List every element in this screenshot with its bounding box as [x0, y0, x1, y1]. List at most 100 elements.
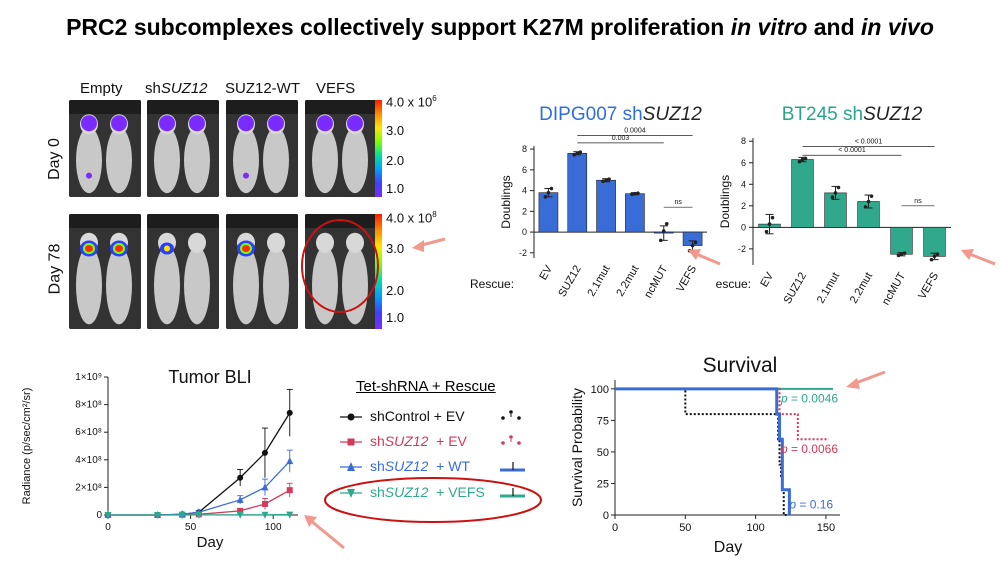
arrow-survival: [852, 370, 886, 386]
comparison-label: ns: [674, 199, 682, 206]
bli-title: Tumor BLI: [168, 367, 251, 387]
data-point: [546, 190, 551, 195]
x-tick-label: 2.1mut: [585, 264, 612, 299]
bar: [538, 192, 559, 233]
data-point: [800, 157, 805, 162]
legend-survival-glyph: [499, 458, 527, 479]
x-tick-label: VEFS: [674, 264, 699, 295]
scale-bar-top: [375, 100, 382, 197]
mouse-image: [69, 214, 141, 329]
y-tick-label: 2×10⁸: [75, 482, 102, 493]
arrow-head: [961, 249, 974, 260]
imaging-panel: [226, 214, 298, 329]
data-point: [797, 159, 802, 164]
title-part: in vivo: [861, 14, 934, 40]
imaging-panel: [69, 100, 141, 197]
y-tick-label: 2: [741, 201, 746, 211]
scale-top-1: 1.0: [386, 181, 405, 196]
marker-square: [261, 500, 268, 507]
imaging-col-suz12wt: SUZ12-WT: [225, 80, 300, 97]
panel-top-band: [305, 100, 377, 114]
rescue-label: Rescue:: [470, 277, 514, 291]
mouse-image: [69, 100, 141, 197]
imaging-panel: [226, 100, 298, 197]
mouse-body: [76, 127, 102, 194]
bar-chart-title: BT245 shSUZ12: [782, 104, 923, 125]
col-label: sh: [145, 80, 161, 97]
legend-text-italic: SUZ12: [384, 458, 429, 474]
survival-glyph-svg: [500, 488, 525, 498]
title-italic: SUZ12: [863, 104, 923, 125]
x-axis-label: Day: [197, 534, 224, 551]
panel-top-band: [147, 214, 219, 228]
signal-blob: [111, 115, 127, 132]
mouse-body: [263, 127, 289, 194]
data-point: [575, 151, 580, 156]
legend-text: sh: [370, 433, 385, 449]
signal-blob: [159, 115, 175, 132]
scale-text: 4.0 x 10: [386, 210, 433, 226]
y-tick-label: 4×10⁸: [75, 455, 102, 466]
marker-triangle-down: [261, 511, 269, 519]
marker-triangle: [261, 483, 269, 491]
legend-item: shControl + EV: [340, 408, 465, 424]
x-tick-label: 0: [105, 522, 111, 533]
page-title: PRC2 subcomplexes collectively support K…: [0, 14, 1000, 41]
y-tick-label: -2: [519, 248, 527, 258]
comparison-label: 0.0004: [624, 128, 646, 135]
legend-survival-glyph: [499, 484, 527, 505]
mouse-image: [147, 100, 219, 197]
title-part: and: [807, 14, 862, 40]
data-point: [664, 221, 669, 226]
p-symbol: p: [780, 392, 788, 406]
legend-text: + WT: [428, 458, 470, 474]
y-tick-label: 6: [741, 158, 746, 168]
title-pre: BT245 sh: [782, 104, 863, 125]
legend-triangle-down: [347, 489, 355, 499]
x-tick-label: 50: [185, 522, 197, 533]
data-point: [601, 179, 605, 184]
vefs-legend-highlight: [324, 477, 542, 523]
signal-blob-core: [85, 245, 93, 252]
data-point: [661, 229, 666, 233]
data-point: [902, 251, 907, 255]
data-point: [764, 229, 769, 234]
p-symbol: p: [780, 442, 788, 456]
bar: [625, 193, 645, 233]
y-axis-label: Doublings: [499, 175, 513, 228]
survival-chart: Survival 0 25 50 75 100 0 50 100 150 Day Survival P…: [569, 354, 886, 556]
mouse-body: [342, 127, 368, 194]
legend-label: shControl + EV: [370, 408, 465, 424]
p-value: = 0.16: [796, 498, 833, 512]
signal-blob-core: [164, 245, 170, 252]
imaging-col-empty: Empty: [80, 80, 123, 97]
scale-top-max: 4.0 x 106: [386, 94, 437, 109]
x-tick-label: 100: [746, 522, 764, 534]
x-tick-label: ncMUT: [642, 263, 670, 300]
x-tick-label: 2.1mut: [815, 271, 842, 306]
mouse-body: [233, 246, 259, 325]
y-tick-label: 25: [597, 478, 609, 490]
marker-circle: [237, 474, 244, 481]
scale-text: 4.0 x 10: [386, 94, 433, 110]
marker-triangle: [286, 457, 294, 465]
y-tick-label: 0: [741, 222, 746, 232]
mouse-body: [184, 127, 210, 194]
data-point: [578, 150, 583, 155]
bar: [596, 179, 616, 233]
data-point: [630, 192, 634, 197]
y-tick-label: 4: [522, 186, 527, 196]
data-point: [836, 185, 841, 190]
y-tick-label: 8: [522, 144, 527, 154]
data-point: [604, 178, 608, 183]
legend-marker: [340, 489, 362, 499]
imaging-panel: [147, 214, 219, 329]
legend-marker: [340, 462, 362, 472]
mouse-image: [226, 214, 298, 329]
col-label: Empty: [80, 80, 123, 97]
mouse-body: [184, 246, 210, 325]
arrow-head: [846, 378, 860, 389]
signal-blob-core: [242, 245, 250, 252]
glyph-dot: [501, 441, 505, 445]
